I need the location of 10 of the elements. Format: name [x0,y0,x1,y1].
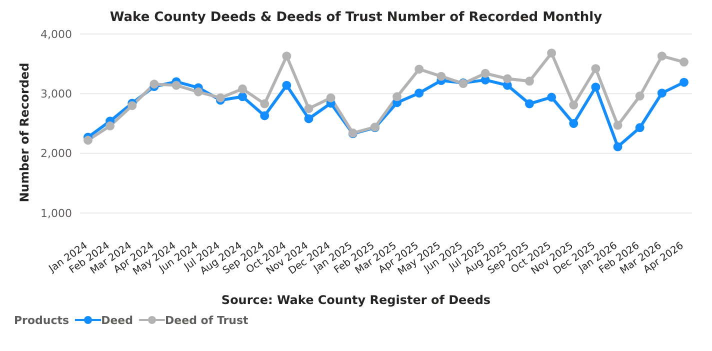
y-tick-label: 3,000 [40,88,72,101]
y-tick-label: 1,000 [40,206,72,220]
legend-title: Products [14,314,70,326]
chart-title: Wake County Deeds & Deeds of Trust Number of Recorded Monthly [108,9,604,27]
y-axis-title: Number of Recorded [17,62,32,202]
source-note: Source: Wake County Register of Deeds [220,293,492,309]
y-tick-label: 2,000 [40,147,72,160]
legend-label: Deed [101,314,134,326]
legend-label: Deed of Trust [165,314,248,326]
y-tick-label: 4,000 [40,28,72,41]
